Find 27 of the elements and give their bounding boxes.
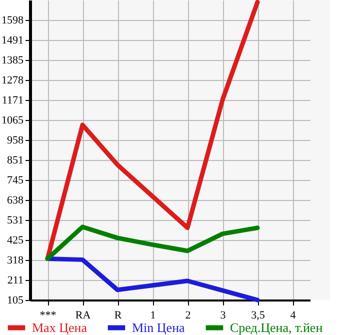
y-tick-label: 531	[7, 214, 24, 227]
y-tick-label: 1171	[2, 94, 24, 107]
x-tick-label: R	[114, 310, 122, 322]
y-tick-label: 638	[7, 194, 24, 207]
y-tick-label: 1385	[2, 54, 24, 66]
y-tick-label: 425	[7, 234, 24, 246]
y-tick-label: 745	[7, 174, 24, 186]
y-tick-label: 105	[7, 294, 24, 306]
legend-label: Сред.Цена, т.йен	[230, 320, 323, 335]
y-tick-label: 1065	[2, 114, 24, 126]
x-tick-label: 2	[185, 310, 191, 322]
x-tick-label: ***	[40, 310, 56, 322]
x-tick-label: 3	[220, 310, 226, 322]
y-tick-label: 851	[7, 154, 24, 167]
x-tick-label: 3,5	[251, 310, 266, 322]
line-series	[45, 224, 260, 261]
x-tick-label: 1	[150, 310, 156, 322]
x-tick-label: 4	[290, 310, 296, 322]
y-tick-label: 1491	[2, 34, 24, 47]
legend-label: Min Цена	[132, 320, 186, 335]
y-tick-label: 958	[7, 134, 24, 147]
y-tick-label: 1598	[2, 14, 24, 27]
y-tick-label: 211	[7, 274, 24, 287]
y-tick-label: 1278	[2, 74, 24, 87]
legend-label: Max Цена	[32, 320, 88, 335]
x-tick-label: RA	[75, 310, 91, 322]
y-tick-label: 318	[7, 254, 24, 267]
